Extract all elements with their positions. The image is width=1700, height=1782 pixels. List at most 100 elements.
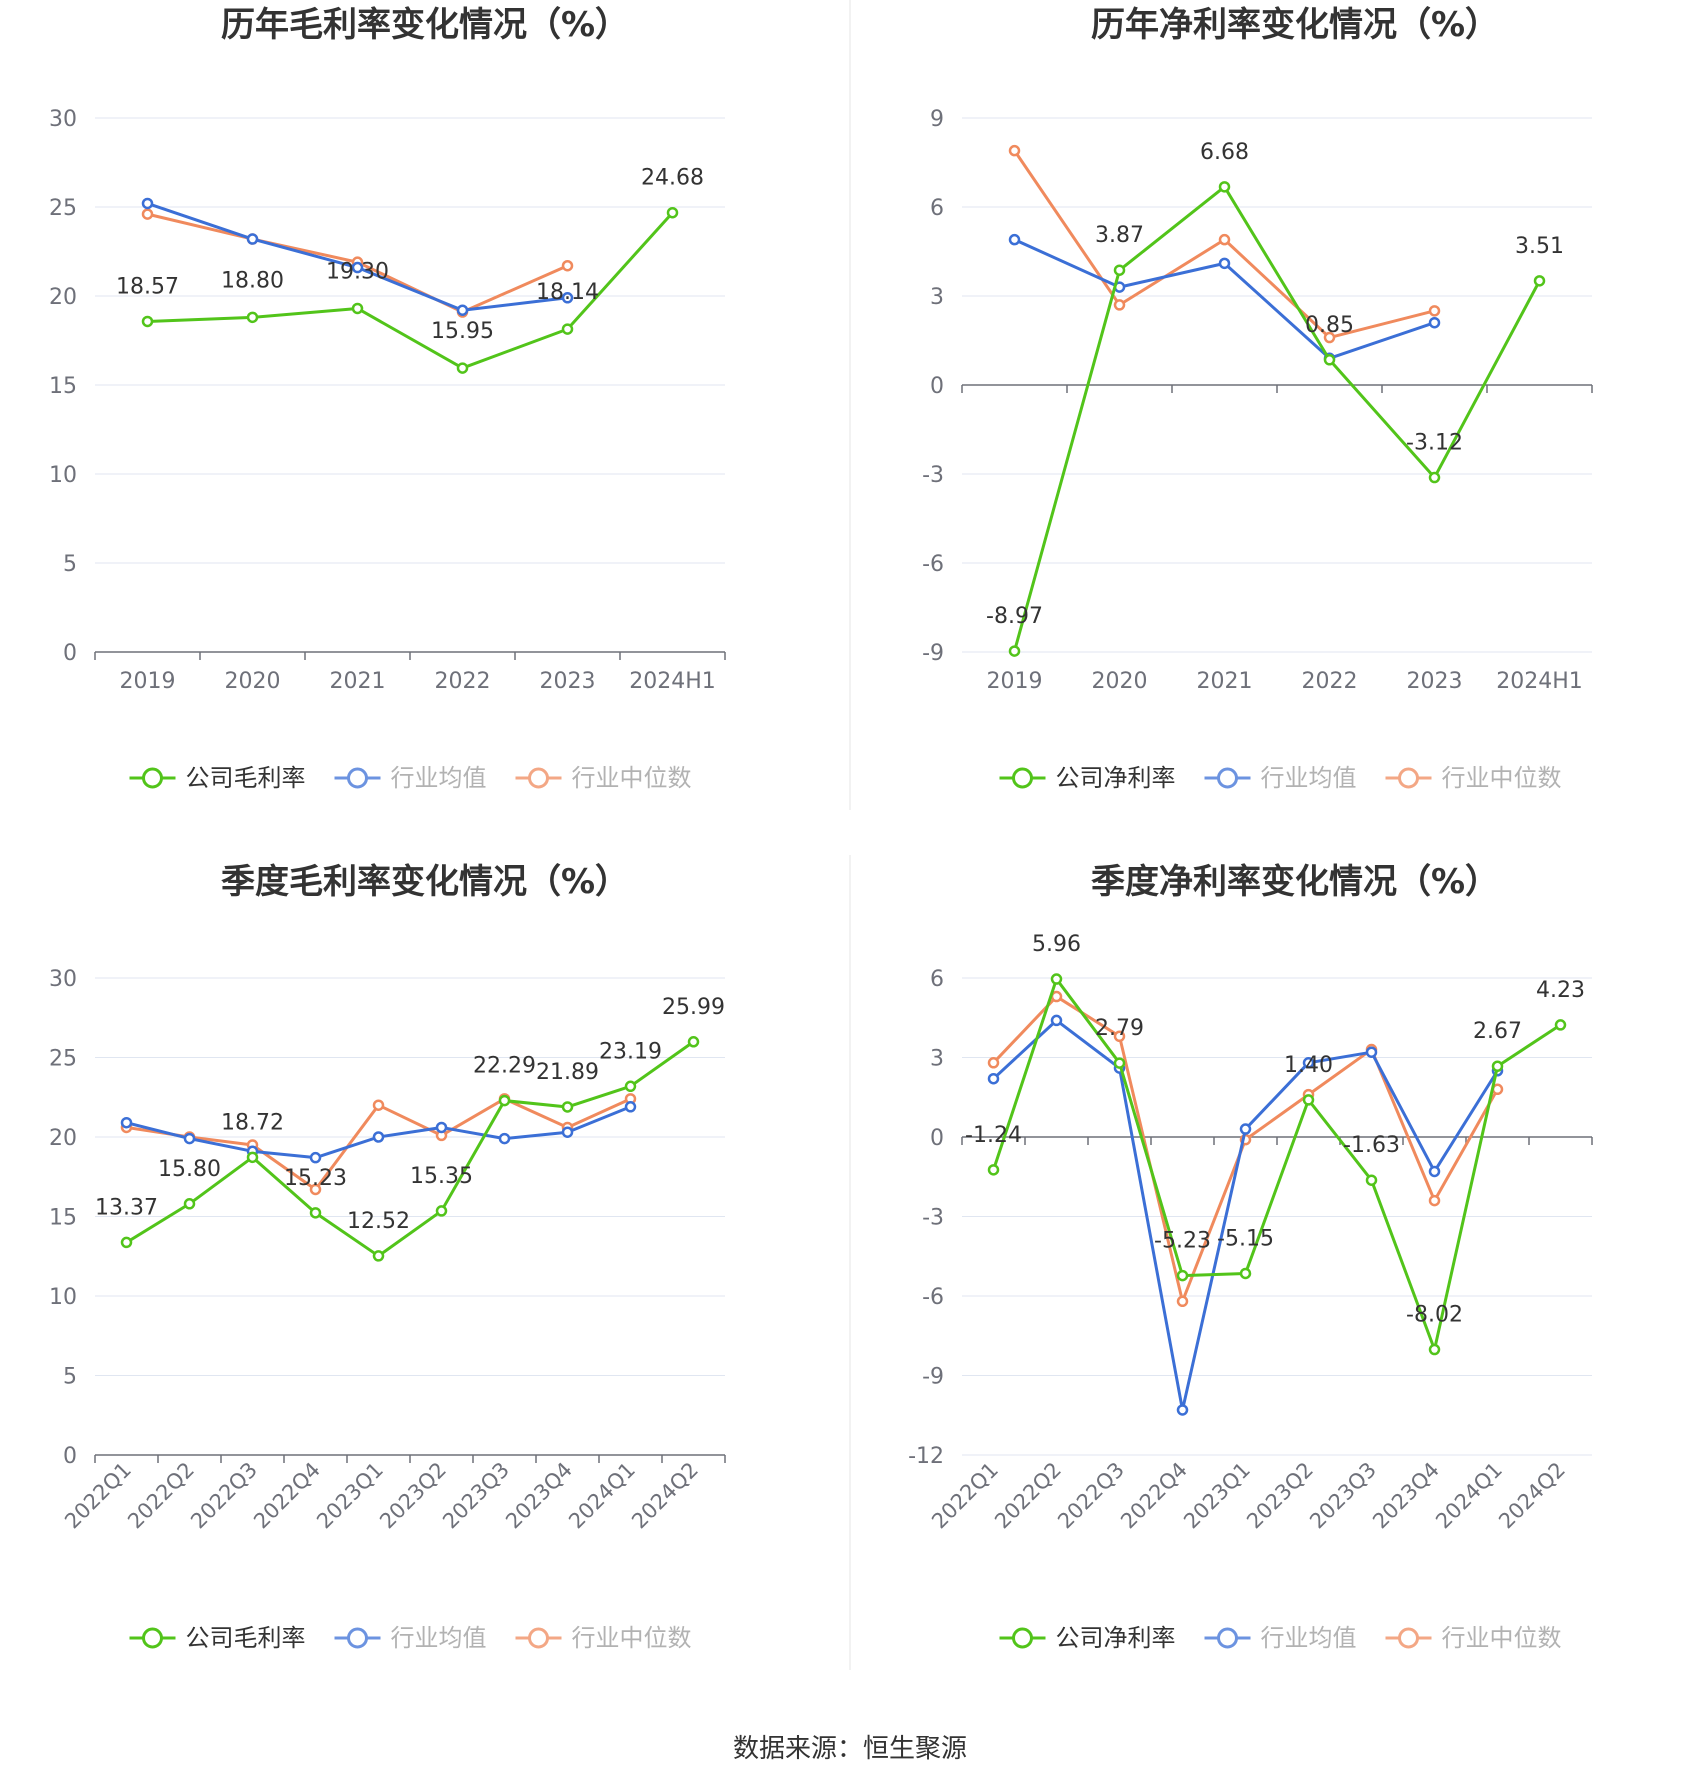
data-point-median[interactable] bbox=[1113, 299, 1126, 311]
data-point-median[interactable] bbox=[309, 1183, 322, 1196]
legend-item-avg[interactable]: 行业均值 bbox=[1204, 1624, 1357, 1652]
data-point-avg[interactable] bbox=[1218, 257, 1231, 270]
data-point-avg[interactable] bbox=[1365, 1046, 1378, 1058]
data-point-company[interactable] bbox=[1218, 181, 1231, 193]
data-point-company[interactable] bbox=[1239, 1267, 1252, 1280]
data-label: 15.35 bbox=[410, 1164, 473, 1189]
legend-item-median[interactable]: 行业中位数 bbox=[1385, 1624, 1562, 1652]
quarterly-net-title: 季度净利率变化情况（%） bbox=[1091, 862, 1499, 902]
legend-item-company[interactable]: 公司净利率 bbox=[999, 1624, 1176, 1652]
data-point-company[interactable] bbox=[498, 1094, 511, 1107]
data-point-company[interactable] bbox=[1491, 1060, 1504, 1072]
data-point-median[interactable] bbox=[1113, 1030, 1126, 1043]
data-point-company[interactable] bbox=[1323, 354, 1336, 366]
data-point-median[interactable] bbox=[1050, 990, 1063, 1003]
data-point-avg[interactable] bbox=[456, 304, 469, 316]
data-point-company[interactable] bbox=[456, 362, 469, 374]
data-label: 18.72 bbox=[221, 1110, 284, 1135]
data-point-avg[interactable] bbox=[1428, 316, 1441, 329]
data-point-median[interactable] bbox=[1323, 331, 1336, 344]
y-tick-label: 20 bbox=[49, 1126, 77, 1151]
data-point-company[interactable] bbox=[435, 1205, 448, 1217]
data-point-company[interactable] bbox=[561, 1101, 574, 1113]
data-point-avg[interactable] bbox=[561, 1126, 574, 1138]
data-point-company[interactable] bbox=[372, 1250, 385, 1262]
y-tick-label: 0 bbox=[63, 641, 77, 666]
data-point-avg[interactable] bbox=[1050, 1014, 1063, 1027]
data-point-company[interactable] bbox=[1365, 1174, 1378, 1186]
legend-item-avg[interactable]: 行业均值 bbox=[334, 764, 487, 792]
data-point-company[interactable] bbox=[1008, 645, 1021, 657]
data-point-company[interactable] bbox=[1113, 1057, 1126, 1069]
data-point-avg[interactable] bbox=[120, 1116, 133, 1129]
data-point-avg[interactable] bbox=[987, 1072, 1000, 1085]
data-point-company[interactable] bbox=[1533, 275, 1546, 287]
data-point-avg[interactable] bbox=[309, 1151, 322, 1164]
data-point-avg[interactable] bbox=[1428, 1165, 1441, 1178]
legend-marker bbox=[142, 767, 163, 789]
data-point-avg[interactable] bbox=[498, 1132, 511, 1145]
data-point-avg[interactable] bbox=[372, 1131, 385, 1143]
data-point-company[interactable] bbox=[1428, 471, 1441, 484]
data-point-company[interactable] bbox=[1113, 264, 1126, 276]
data-point-company[interactable] bbox=[1302, 1094, 1315, 1106]
data-point-company[interactable] bbox=[309, 1207, 322, 1219]
x-tick-label: 2023Q3 bbox=[438, 1458, 514, 1534]
legend-item-median[interactable]: 行业中位数 bbox=[515, 764, 692, 792]
data-point-company[interactable] bbox=[561, 323, 574, 335]
data-point-median[interactable] bbox=[372, 1099, 385, 1111]
data-point-company[interactable] bbox=[624, 1080, 637, 1093]
legend-item-avg[interactable]: 行业均值 bbox=[1204, 764, 1357, 792]
data-point-avg[interactable] bbox=[351, 261, 364, 274]
y-tick-label: 25 bbox=[49, 196, 77, 221]
data-label: -1.63 bbox=[1343, 1133, 1400, 1158]
legend-item-company[interactable]: 公司毛利率 bbox=[129, 1624, 306, 1652]
data-point-avg[interactable] bbox=[1302, 1057, 1315, 1069]
data-point-avg[interactable] bbox=[141, 197, 154, 210]
data-point-company[interactable] bbox=[351, 302, 364, 315]
data-point-company[interactable] bbox=[246, 1151, 259, 1164]
data-point-median[interactable] bbox=[987, 1057, 1000, 1069]
data-point-median[interactable] bbox=[1176, 1295, 1189, 1308]
data-point-avg[interactable] bbox=[1176, 1404, 1189, 1416]
x-tick-label: 2024H1 bbox=[1496, 669, 1583, 694]
data-point-company[interactable] bbox=[666, 206, 679, 219]
data-point-avg[interactable] bbox=[624, 1101, 637, 1113]
data-label: 3.51 bbox=[1515, 234, 1564, 259]
legend-item-median[interactable]: 行业中位数 bbox=[1385, 764, 1562, 792]
data-point-company[interactable] bbox=[120, 1236, 133, 1249]
data-point-avg[interactable] bbox=[435, 1121, 448, 1134]
data-point-median[interactable] bbox=[1008, 144, 1021, 157]
data-point-company[interactable] bbox=[1176, 1269, 1189, 1282]
data-point-median[interactable] bbox=[1428, 1194, 1441, 1207]
data-point-company[interactable] bbox=[183, 1198, 196, 1210]
data-label: 18.57 bbox=[116, 274, 179, 299]
data-point-company[interactable] bbox=[987, 1164, 1000, 1176]
data-point-company[interactable] bbox=[1554, 1019, 1567, 1031]
data-label: 2.79 bbox=[1095, 1016, 1144, 1041]
legend-marker bbox=[1217, 1627, 1238, 1649]
data-point-company[interactable] bbox=[1428, 1343, 1441, 1356]
data-point-median[interactable] bbox=[1428, 305, 1441, 317]
data-point-avg[interactable] bbox=[561, 292, 574, 304]
data-point-median[interactable] bbox=[561, 259, 574, 272]
data-point-median[interactable] bbox=[141, 208, 154, 220]
data-label: -8.02 bbox=[1406, 1303, 1463, 1328]
legend-item-company[interactable]: 公司净利率 bbox=[999, 764, 1176, 792]
data-point-company[interactable] bbox=[246, 311, 259, 324]
x-tick-label: 2021 bbox=[1197, 669, 1253, 694]
data-point-median[interactable] bbox=[1218, 233, 1231, 246]
data-point-avg[interactable] bbox=[183, 1132, 196, 1145]
legend-marker bbox=[1217, 767, 1238, 789]
data-point-company[interactable] bbox=[141, 315, 154, 328]
data-point-company[interactable] bbox=[687, 1036, 700, 1048]
data-point-company[interactable] bbox=[1050, 973, 1063, 985]
legend-item-avg[interactable]: 行业均值 bbox=[334, 1624, 487, 1652]
data-point-avg[interactable] bbox=[1008, 233, 1021, 246]
legend-label: 行业均值 bbox=[391, 1624, 487, 1652]
legend-item-median[interactable]: 行业中位数 bbox=[515, 1624, 692, 1652]
legend-item-company[interactable]: 公司毛利率 bbox=[129, 764, 306, 792]
data-label: 18.80 bbox=[221, 268, 284, 293]
data-point-avg[interactable] bbox=[1239, 1123, 1252, 1135]
data-point-avg[interactable] bbox=[246, 233, 259, 245]
